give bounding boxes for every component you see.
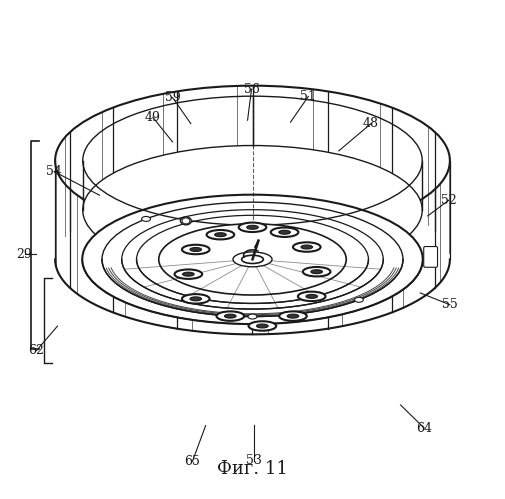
Ellipse shape bbox=[182, 294, 210, 303]
Polygon shape bbox=[252, 236, 268, 334]
Ellipse shape bbox=[279, 230, 290, 234]
Polygon shape bbox=[65, 132, 70, 237]
Ellipse shape bbox=[180, 217, 191, 225]
Polygon shape bbox=[55, 161, 56, 265]
Ellipse shape bbox=[182, 272, 194, 276]
Text: 29: 29 bbox=[17, 248, 32, 261]
Ellipse shape bbox=[190, 297, 201, 301]
Polygon shape bbox=[328, 228, 342, 329]
Ellipse shape bbox=[141, 217, 150, 222]
Text: 59: 59 bbox=[165, 91, 180, 104]
Text: 53: 53 bbox=[246, 454, 262, 467]
Text: 65: 65 bbox=[184, 455, 200, 468]
Ellipse shape bbox=[190, 248, 201, 251]
Text: Фиг. 11: Фиг. 11 bbox=[217, 460, 288, 478]
Polygon shape bbox=[237, 86, 252, 185]
Polygon shape bbox=[102, 108, 113, 211]
Text: 52: 52 bbox=[441, 194, 457, 207]
Ellipse shape bbox=[225, 314, 236, 318]
Text: 64: 64 bbox=[416, 422, 432, 435]
Polygon shape bbox=[435, 184, 440, 288]
Ellipse shape bbox=[298, 291, 326, 301]
Ellipse shape bbox=[215, 233, 226, 237]
Polygon shape bbox=[380, 104, 392, 206]
Ellipse shape bbox=[247, 226, 258, 229]
Polygon shape bbox=[313, 89, 328, 190]
Ellipse shape bbox=[217, 311, 244, 321]
Ellipse shape bbox=[303, 267, 330, 276]
Ellipse shape bbox=[306, 294, 318, 298]
Text: 54: 54 bbox=[46, 165, 62, 178]
Ellipse shape bbox=[301, 245, 313, 249]
Text: 62: 62 bbox=[28, 344, 44, 357]
Ellipse shape bbox=[248, 314, 257, 319]
Text: 49: 49 bbox=[145, 111, 161, 124]
Ellipse shape bbox=[355, 297, 364, 302]
Polygon shape bbox=[55, 86, 252, 334]
Ellipse shape bbox=[279, 311, 307, 321]
Ellipse shape bbox=[311, 270, 323, 273]
Ellipse shape bbox=[293, 243, 321, 252]
Ellipse shape bbox=[287, 314, 299, 318]
Polygon shape bbox=[163, 91, 177, 193]
Polygon shape bbox=[70, 190, 77, 293]
Ellipse shape bbox=[175, 269, 202, 279]
Ellipse shape bbox=[83, 146, 422, 274]
Ellipse shape bbox=[233, 252, 272, 267]
Ellipse shape bbox=[207, 230, 234, 240]
Polygon shape bbox=[252, 86, 450, 334]
Polygon shape bbox=[392, 209, 403, 312]
Ellipse shape bbox=[159, 224, 346, 295]
Polygon shape bbox=[177, 230, 192, 331]
Polygon shape bbox=[113, 214, 125, 316]
Ellipse shape bbox=[239, 223, 266, 232]
Polygon shape bbox=[428, 127, 435, 231]
FancyBboxPatch shape bbox=[424, 247, 437, 267]
Text: 51: 51 bbox=[300, 90, 316, 103]
Polygon shape bbox=[449, 155, 450, 259]
Text: 56: 56 bbox=[243, 83, 260, 96]
Ellipse shape bbox=[257, 324, 268, 328]
Ellipse shape bbox=[248, 321, 276, 331]
Text: 48: 48 bbox=[363, 117, 379, 130]
Ellipse shape bbox=[242, 255, 263, 263]
Text: 55: 55 bbox=[442, 298, 458, 311]
Ellipse shape bbox=[82, 195, 423, 324]
Ellipse shape bbox=[271, 228, 298, 237]
Ellipse shape bbox=[182, 245, 210, 254]
